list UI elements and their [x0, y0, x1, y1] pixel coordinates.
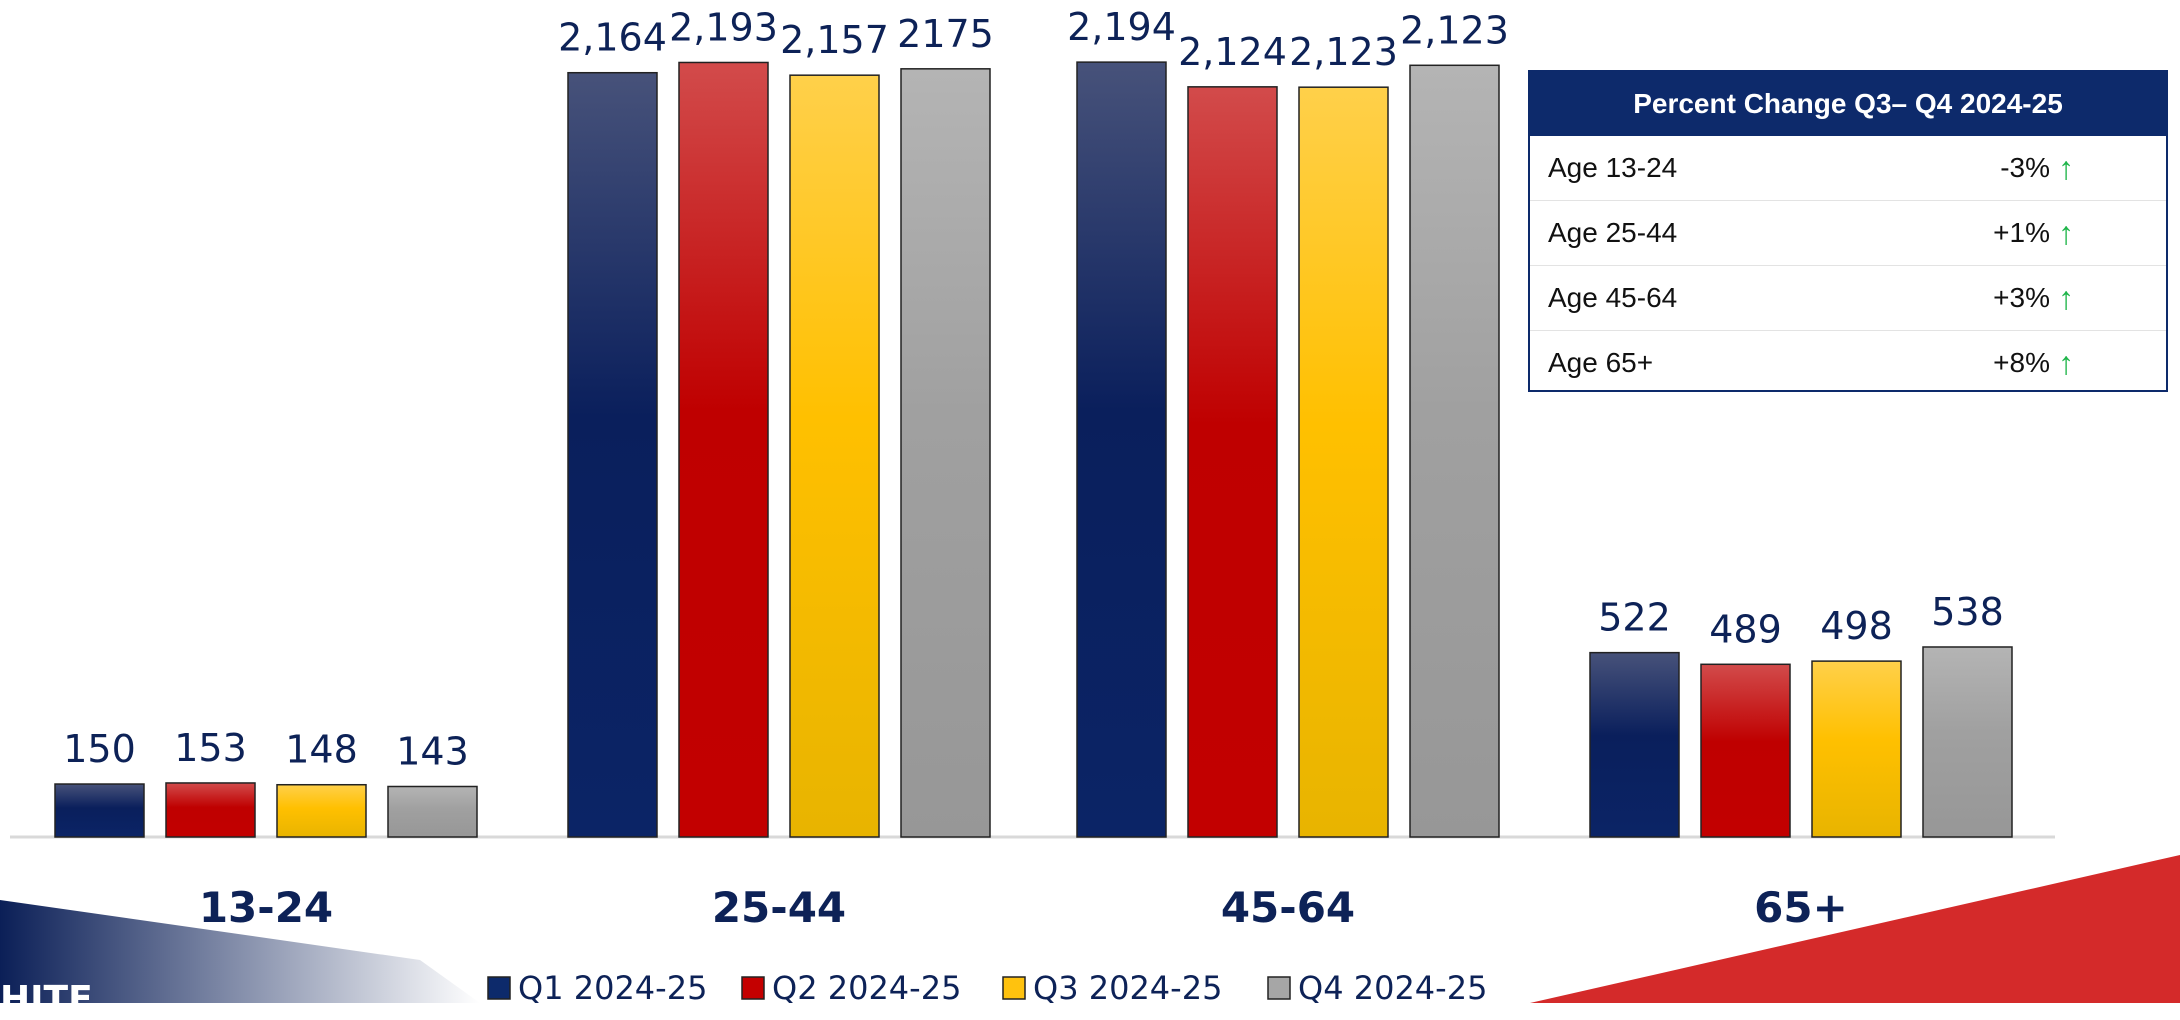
legend-label: Q1 2024-25 — [518, 969, 707, 1003]
bar-65+-Q4-2024-25 — [1922, 646, 2013, 838]
up-arrow-icon: ↑ — [2058, 279, 2074, 316]
percent-change-value: +8% — [1993, 347, 2050, 378]
data-label: 2175 — [897, 12, 994, 56]
category-label: 13-24 — [199, 883, 333, 932]
bar-25-44-Q1-2024-25 — [567, 71, 658, 838]
data-label: 498 — [1820, 604, 1893, 648]
data-label: 2,124 — [1178, 30, 1287, 74]
bar-13-24-Q4-2024-25 — [387, 785, 478, 838]
right-red-swoosh — [1530, 855, 2180, 1003]
data-label: 2,123 — [1289, 30, 1398, 74]
bar-25-44-Q4-2024-25 — [900, 68, 991, 838]
category-label: 65+ — [1754, 883, 1848, 932]
percent-change-value: +1% — [1993, 217, 2050, 248]
legend-label: Q4 2024-25 — [1298, 969, 1487, 1003]
bar-25-44-Q2-2024-25 — [678, 61, 769, 838]
legend: Q1 2024-25 Q2 2024-25 Q3 2024-25 Q4 2024-25 — [487, 969, 1487, 1003]
data-label: 153 — [174, 726, 247, 770]
age-group-label: Age 65+ — [1548, 347, 1654, 378]
legend-swatch — [1002, 976, 1026, 1000]
bar-13-24-Q1-2024-25 — [54, 783, 145, 838]
age-group-label: Age 13-24 — [1548, 152, 1678, 183]
corner-logo-text: HITE — [0, 979, 93, 1020]
legend-swatch — [741, 976, 765, 1000]
data-label: 522 — [1598, 596, 1671, 640]
data-label: 538 — [1931, 590, 2004, 634]
table-row: Age 25-44 +1% ↑ — [1530, 201, 2166, 266]
table-row: Age 13-24 -3% ↑ — [1530, 136, 2166, 201]
percent-change-value: +3% — [1993, 282, 2050, 313]
bar-45-64-Q1-2024-25 — [1076, 61, 1167, 838]
up-arrow-icon: ↑ — [2058, 214, 2074, 251]
data-label: 489 — [1709, 607, 1782, 651]
bar-65+-Q3-2024-25 — [1811, 660, 1902, 838]
category-label: 45-64 — [1221, 883, 1355, 932]
legend-label: Q3 2024-25 — [1033, 969, 1222, 1003]
data-label: 2,164 — [558, 16, 667, 60]
data-label: 2,123 — [1400, 8, 1509, 52]
age-group-label: Age 45-64 — [1548, 282, 1678, 313]
data-label: 148 — [285, 728, 358, 772]
up-arrow-icon: ↑ — [2058, 344, 2074, 381]
bar-65+-Q1-2024-25 — [1589, 651, 1680, 838]
age-group-label: Age 25-44 — [1548, 217, 1678, 248]
bar-25-44-Q3-2024-25 — [789, 74, 880, 838]
data-label: 2,157 — [780, 18, 889, 62]
percent-change-value: -3% — [2000, 152, 2050, 183]
bar-13-24-Q2-2024-25 — [165, 782, 256, 838]
data-label: 2,193 — [669, 5, 778, 49]
up-arrow-icon: ↑ — [2058, 149, 2074, 186]
legend-swatch — [487, 976, 511, 1000]
table-row: Age 45-64 +3% ↑ — [1530, 266, 2166, 331]
bar-65+-Q2-2024-25 — [1700, 663, 1791, 838]
bars-layer — [54, 61, 2013, 838]
bar-45-64-Q4-2024-25 — [1409, 64, 1500, 838]
percent-change-table: Percent Change Q3– Q4 2024-25 Age 13-24 … — [1528, 70, 2168, 392]
category-labels-layer: 13-24 25-44 45-64 65+ — [199, 883, 1848, 932]
percent-change-table-title: Percent Change Q3– Q4 2024-25 — [1530, 72, 2166, 136]
bar-13-24-Q3-2024-25 — [276, 783, 367, 838]
category-label: 25-44 — [712, 883, 846, 932]
table-row: Age 65+ +8% ↑ — [1530, 331, 2166, 395]
data-label: 2,194 — [1067, 5, 1176, 49]
legend-label: Q2 2024-25 — [772, 969, 961, 1003]
left-navy-swoosh — [0, 900, 480, 1003]
bar-45-64-Q2-2024-25 — [1187, 86, 1278, 838]
bar-45-64-Q3-2024-25 — [1298, 86, 1389, 838]
data-label: 143 — [396, 729, 469, 773]
data-label: 150 — [63, 727, 136, 771]
legend-swatch — [1267, 976, 1291, 1000]
